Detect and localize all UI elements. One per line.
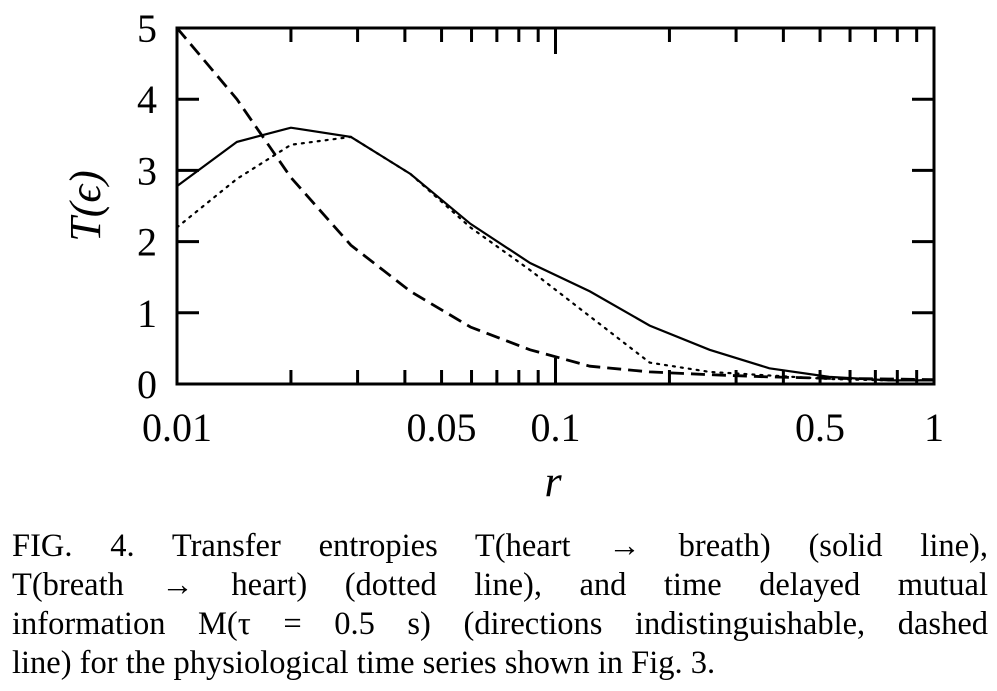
y-tick-label: 4 [137,77,157,122]
chart: 0.01 0.05 0.1 0.5 1 0 1 2 3 4 5 r T(ϵ) [61,6,944,506]
y-tick-label: 3 [137,148,157,193]
caption-line: FIG. 4. Transfer entropies T(heart → bre… [12,528,988,564]
figure-caption: FIG. 4. Transfer entropies T(heart → bre… [12,527,988,683]
x-tick-label: 1 [924,405,944,450]
y-tick-label: 2 [137,220,157,265]
plot-frame [175,26,936,386]
x-tick-label: 0.5 [795,405,845,450]
y-tick-label: 0 [137,362,157,407]
caption-line: information M(τ = 0.5 s) (directions ind… [12,606,988,642]
y-tick-label: 1 [137,291,157,336]
dotted-series-line [175,135,936,382]
y-tick-label: 5 [137,6,157,51]
dashed-series-line [175,27,935,382]
caption-line: T(breath → heart) (dotted line), and tim… [12,567,988,603]
y-axis-label: T(ϵ) [61,170,110,242]
x-axis-label: r [544,457,562,506]
x-tick-label: 0.01 [142,405,212,450]
solid-series-line [176,126,934,382]
caption-line: line) for the physiological time series … [12,645,716,681]
x-tick-label: 0.05 [407,405,477,450]
x-tick-label: 0.1 [531,405,581,450]
